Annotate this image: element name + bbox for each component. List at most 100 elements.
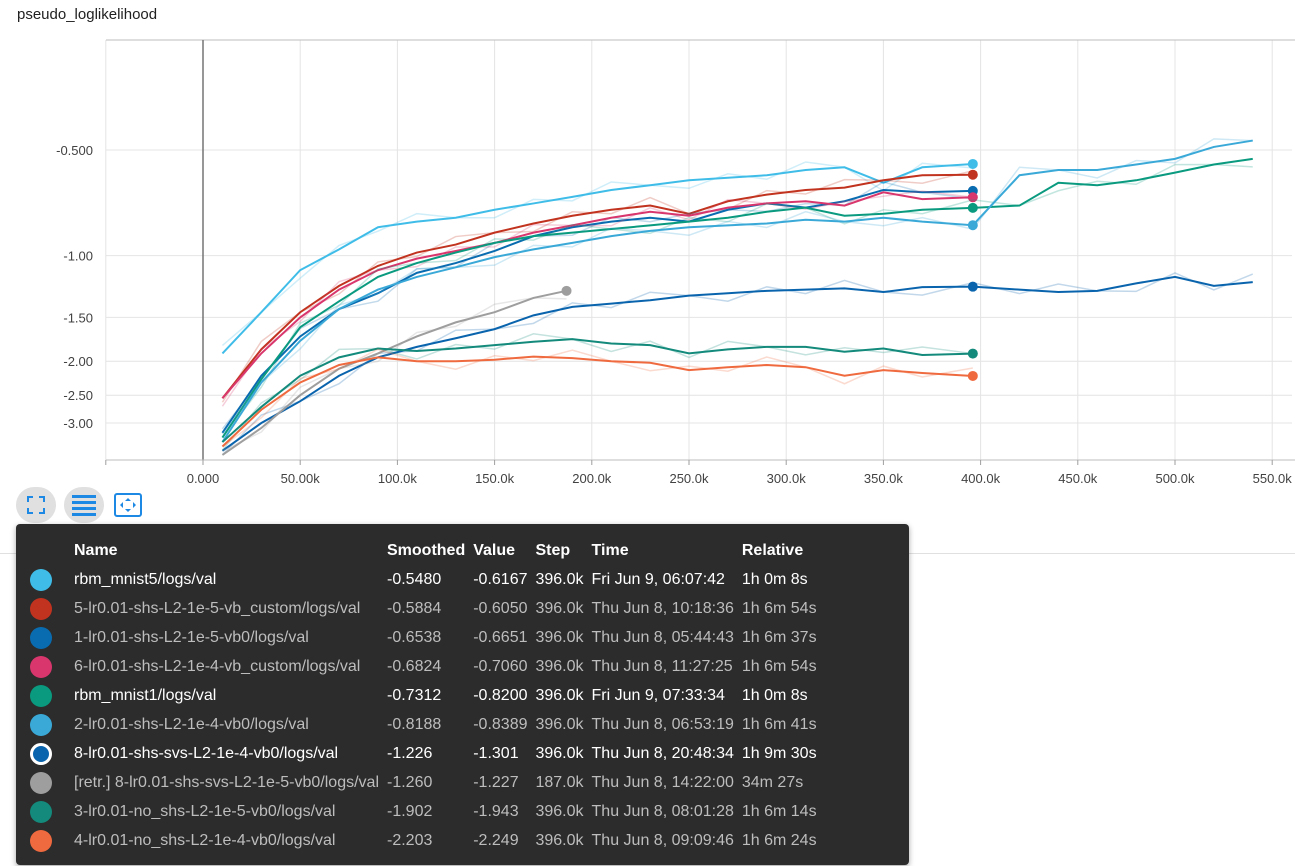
- y-tick-label: -2.00: [63, 354, 93, 369]
- row-swatch-cell: [30, 623, 74, 652]
- row-smoothed: -0.5884: [387, 599, 442, 617]
- series-color-swatch: [30, 742, 52, 765]
- x-tick-label: 350.0k: [864, 471, 904, 486]
- tooltip-row: 5-lr0.01-shs-L2-1e-5-vb_custom/logs/val -…: [30, 594, 825, 623]
- tooltip-row: 4-lr0.01-no_shs-L2-1e-4-vb0/logs/val -2.2…: [30, 826, 825, 855]
- row-swatch-cell: [30, 594, 74, 623]
- row-time: Thu Jun 8, 08:01:28: [591, 802, 734, 820]
- row-relative: 1h 6m 54s: [741, 599, 817, 617]
- series-line: [221, 162, 973, 355]
- series-color-swatch: [30, 684, 52, 707]
- row-smoothed: -0.6538: [387, 628, 442, 646]
- fit-domain-icon: [114, 493, 142, 517]
- row-relative: 1h 6m 24s: [741, 831, 817, 849]
- x-tick-label: 550.0k: [1253, 471, 1293, 486]
- data-tooltip: Name Smoothed Value Step Time Relative r…: [16, 524, 909, 865]
- row-relative: 34m 27s: [741, 773, 804, 791]
- row-value: -1.301: [473, 744, 519, 762]
- tooltip-header-row: Name Smoothed Value Step Time Relative: [30, 536, 825, 565]
- header-smoothed: Smoothed: [387, 541, 466, 559]
- series-marker: [561, 285, 572, 296]
- row-swatch-cell: [30, 768, 74, 797]
- row-value: -1.227: [473, 773, 519, 791]
- series-color-swatch: [30, 829, 52, 852]
- row-value: -0.8200: [473, 686, 528, 704]
- row-value: -0.6167: [473, 570, 528, 588]
- series-raw-line: [221, 161, 973, 346]
- series-line: [221, 139, 1253, 443]
- series-marker: [967, 169, 978, 180]
- row-time: Thu Jun 8, 06:53:19: [591, 715, 734, 733]
- x-tick-label: 300.0k: [767, 471, 807, 486]
- row-relative: 1h 0m 8s: [741, 686, 808, 704]
- fullscreen-button[interactable]: [16, 487, 56, 523]
- series-raw-line: [221, 272, 1254, 456]
- header-name: Name: [74, 541, 118, 559]
- row-time: Thu Jun 8, 05:44:43: [591, 628, 734, 646]
- row-time: Thu Jun 8, 09:09:46: [591, 831, 734, 849]
- row-step: 396.0k: [535, 599, 584, 617]
- series-color-swatch: [30, 771, 52, 794]
- series-line: [221, 289, 567, 456]
- row-step: 396.0k: [535, 657, 584, 675]
- tooltip-row: 8-lr0.01-shs-svs-L2-1e-4-vb0/logs/val -1.…: [30, 739, 825, 768]
- row-value: -0.8389: [473, 715, 528, 733]
- series-raw-line: [222, 297, 567, 452]
- row-relative: 1h 0m 8s: [741, 570, 808, 588]
- tooltip-row: 2-lr0.01-shs-L2-1e-4-vb0/logs/val -0.8188…: [30, 710, 825, 739]
- series-marker: [967, 202, 978, 213]
- row-value: -0.7060: [473, 657, 528, 675]
- row-name: rbm_mnist5/logs/val: [74, 570, 217, 588]
- toggle-data-button[interactable]: [64, 487, 104, 523]
- x-tick-label: 150.0k: [475, 471, 515, 486]
- row-swatch-cell: [30, 565, 74, 594]
- series-color-swatch: [30, 626, 52, 649]
- tooltip-row: rbm_mnist1/logs/val -0.7312 -0.8200 396.0k F…: [30, 681, 825, 710]
- row-swatch-cell: [30, 681, 74, 710]
- row-step: 187.0k: [535, 773, 584, 791]
- row-swatch-cell: [30, 826, 74, 855]
- series-marker: [967, 370, 978, 381]
- row-name: 2-lr0.01-shs-L2-1e-4-vb0/logs/val: [74, 715, 309, 733]
- list-icon: [72, 495, 96, 516]
- row-name: 6-lr0.01-shs-L2-1e-4-vb_custom/logs/val: [74, 657, 361, 675]
- tooltip-row: [retr.] 8-lr0.01-shs-svs-L2-1e-5-vb0/log…: [30, 768, 825, 797]
- x-tick-label: 500.0k: [1155, 471, 1195, 486]
- header-step: Step: [535, 541, 571, 559]
- row-swatch-cell: [30, 710, 74, 739]
- series-raw-line: [221, 348, 973, 448]
- x-tick-label: 450.0k: [1058, 471, 1098, 486]
- series-marker: [967, 158, 978, 169]
- series-line: [221, 355, 973, 448]
- series-color-swatch: [30, 655, 52, 678]
- row-smoothed: -0.5480: [387, 570, 442, 588]
- row-name: 3-lr0.01-no_shs-L2-1e-5-vb0/logs/val: [74, 802, 336, 820]
- tooltip-row: rbm_mnist5/logs/val -0.5480 -0.6167 396.0k F…: [30, 565, 825, 594]
- row-smoothed: -0.7312: [387, 686, 442, 704]
- row-step: 396.0k: [535, 628, 584, 646]
- header-relative: Relative: [741, 541, 804, 559]
- chart-title: pseudo_loglikelihood: [17, 6, 158, 23]
- tooltip-table: Name Smoothed Value Step Time Relative r…: [30, 536, 825, 855]
- tooltip-row: 3-lr0.01-no_shs-L2-1e-5-vb0/logs/val -1.9…: [30, 797, 825, 826]
- row-step: 396.0k: [535, 744, 584, 762]
- y-tick-label: -1.00: [63, 249, 93, 264]
- y-tick-label: -2.50: [63, 388, 93, 403]
- row-smoothed: -2.203: [387, 831, 433, 849]
- line-chart[interactable]: 0.000 50.00k 100.0k 150.0k 200.0k 250.0k 300.0…: [0, 0, 1295, 490]
- tooltip-row: 1-lr0.01-shs-L2-1e-5-vb0/logs/val -0.6538…: [30, 623, 825, 652]
- chart-grid: [105, 40, 1292, 460]
- row-swatch-cell: [30, 739, 74, 768]
- axis-mask: [0, 461, 1295, 471]
- row-swatch-cell: [30, 652, 74, 681]
- row-time: Thu Jun 8, 11:27:25: [591, 657, 733, 675]
- row-name: 5-lr0.01-shs-L2-1e-5-vb_custom/logs/val: [74, 599, 361, 617]
- row-name: 4-lr0.01-no_shs-L2-1e-4-vb0/logs/val: [74, 831, 336, 849]
- row-smoothed: -1.260: [387, 773, 433, 791]
- row-name: 8-lr0.01-shs-svs-L2-1e-4-vb0/logs/val: [74, 744, 339, 762]
- x-tick-label: 100.0k: [378, 471, 418, 486]
- chart-toolbar: [16, 487, 144, 523]
- header-value: Value: [473, 541, 516, 559]
- series-color-swatch: [30, 713, 52, 736]
- fit-domain-button[interactable]: [112, 487, 144, 523]
